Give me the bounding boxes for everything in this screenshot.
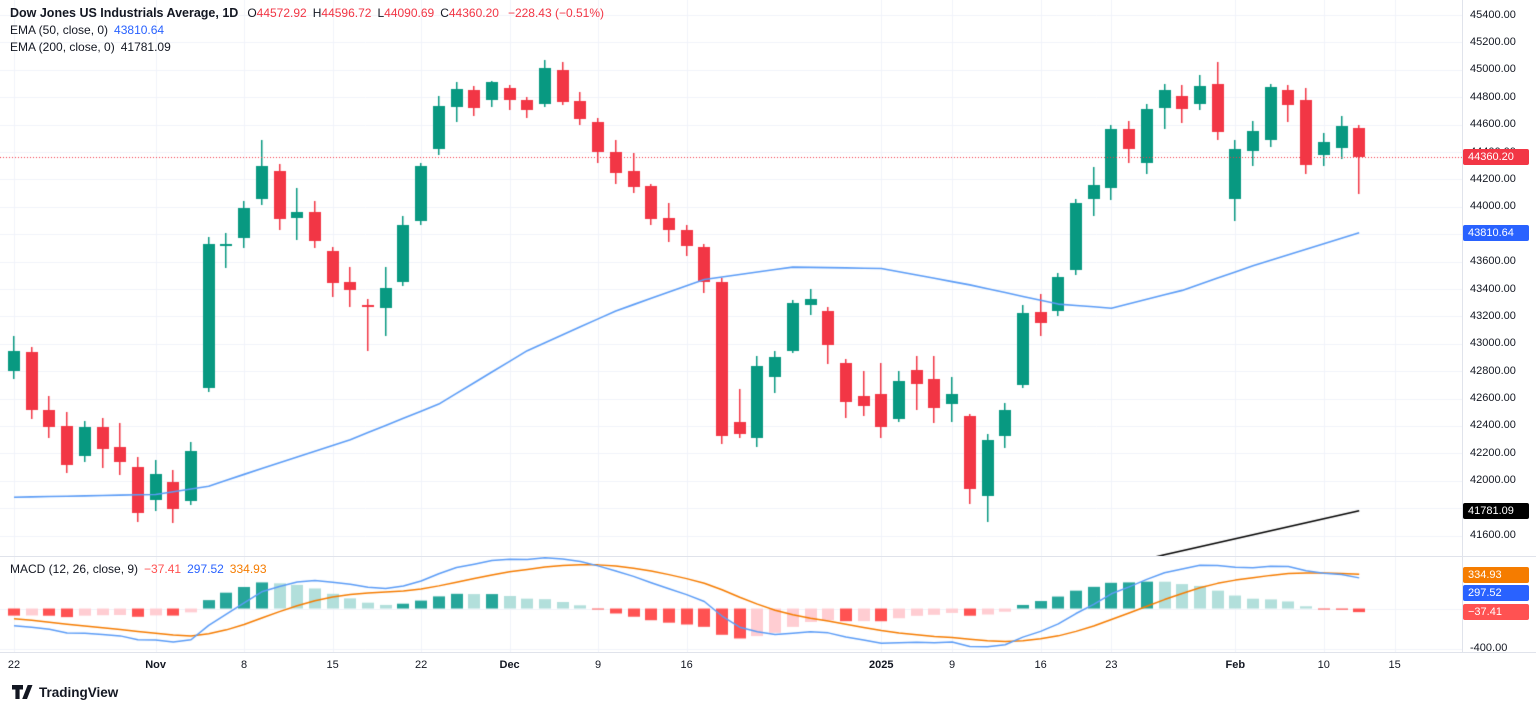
price-tick-label: 45000.00: [1470, 63, 1516, 76]
time-tick-label[interactable]: 10: [1317, 659, 1330, 671]
open-pair: O44572.92: [247, 5, 306, 22]
symbol-title[interactable]: Dow Jones US Industrials Average, 1D: [10, 6, 239, 20]
price-tick-label: 44800.00: [1470, 90, 1516, 103]
ema200-value: 41781.09: [120, 40, 171, 54]
time-tick-label[interactable]: Nov: [145, 659, 166, 671]
price-axis[interactable]: 45400.00 45200.00 45000.00 44800.00 44600.00…: [1462, 0, 1536, 655]
open-label: O: [247, 6, 257, 20]
ema50-label[interactable]: EMA (50, close, 0): [10, 23, 109, 37]
time-tick-label[interactable]: 16: [680, 659, 693, 671]
close-price-badge: 44360.20: [1463, 149, 1529, 166]
price-tick-label: 43600.00: [1470, 255, 1516, 268]
symbol-legend-row: Dow Jones US Industrials Average, 1D O44…: [10, 5, 604, 22]
time-axis[interactable]: 22 Nov 8 15 22 Dec 9 16 2025 9 16 23 Feb 10 15: [0, 652, 1536, 681]
ema50-price-badge: 43810.64: [1463, 224, 1529, 241]
ema50-legend-row: EMA (50, close, 0) 43810.64: [10, 22, 604, 39]
tradingview-brand-text: TradingView: [39, 685, 119, 700]
price-tick-label: 42800.00: [1470, 364, 1516, 377]
high-value: 44596.72: [321, 6, 372, 20]
time-tick-label[interactable]: 23: [1105, 659, 1118, 671]
price-tick-label: 42200.00: [1470, 446, 1516, 459]
macd-legend: MACD (12, 26, close, 9) −37.41 297.52 33…: [10, 561, 267, 578]
macd-hist-value: −37.41: [144, 562, 182, 576]
time-tick-label[interactable]: 9: [949, 659, 956, 671]
ema50-value: 43810.64: [114, 23, 165, 37]
time-tick-label[interactable]: 15: [326, 659, 339, 671]
price-tick-label: 45200.00: [1470, 35, 1516, 48]
price-tick-label: 42000.00: [1470, 474, 1516, 487]
time-tick-label[interactable]: 15: [1388, 659, 1401, 671]
price-tick-label: 42400.00: [1470, 419, 1516, 432]
macd-label[interactable]: MACD (12, 26, close, 9): [10, 562, 139, 576]
price-tick-label: 43000.00: [1470, 337, 1516, 350]
price-tick-label: -400.00: [1470, 642, 1508, 655]
macd-legend-row: MACD (12, 26, close, 9) −37.41 297.52 33…: [10, 561, 267, 578]
time-tick-label[interactable]: 9: [595, 659, 602, 671]
tradingview-attribution[interactable]: TradingView: [12, 685, 118, 700]
pane-separator[interactable]: [0, 556, 1536, 557]
price-chart-canvas[interactable]: [0, 0, 1462, 652]
close-value: 44360.20: [448, 6, 499, 20]
change-value: −228.43 (−0.51%): [507, 6, 605, 20]
macd-hist-badge: −37.41: [1463, 604, 1529, 621]
macd-line-value: 297.52: [187, 562, 224, 576]
close-label: C: [440, 6, 449, 20]
price-tick-label: 41600.00: [1470, 529, 1516, 542]
macd-signal-badge: 334.93: [1463, 566, 1529, 583]
time-tick-label[interactable]: 2025: [869, 659, 894, 671]
time-tick-label[interactable]: Feb: [1225, 659, 1246, 671]
macd-signal-value: 334.93: [229, 562, 267, 576]
time-tick-label[interactable]: 16: [1034, 659, 1047, 671]
ema200-price-badge: 41781.09: [1463, 502, 1529, 519]
time-tick-label[interactable]: 22: [7, 659, 21, 671]
macd-line-badge: 297.52: [1463, 584, 1529, 601]
price-tick-label: 44200.00: [1470, 172, 1516, 185]
low-label: L: [377, 6, 385, 20]
open-value: 44572.92: [256, 6, 307, 20]
low-value: 44090.69: [384, 6, 435, 20]
price-tick-label: 43200.00: [1470, 309, 1516, 322]
high-label: H: [312, 6, 322, 20]
price-tick-label: 45400.00: [1470, 8, 1516, 21]
price-tick-label: 44000.00: [1470, 200, 1516, 213]
time-tick-label[interactable]: 8: [241, 659, 248, 671]
time-tick-label[interactable]: 22: [414, 659, 428, 671]
price-tick-label: 44600.00: [1470, 118, 1516, 131]
tradingview-logo-icon: [12, 685, 33, 699]
time-tick-label[interactable]: Dec: [499, 659, 520, 671]
ema200-legend-row: EMA (200, close, 0) 41781.09: [10, 39, 604, 56]
low-pair: L44090.69: [377, 5, 434, 22]
price-tick-label: 42600.00: [1470, 392, 1516, 405]
price-tick-label: 43400.00: [1470, 282, 1516, 295]
chart-legend: Dow Jones US Industrials Average, 1D O44…: [10, 5, 604, 56]
high-pair: H44596.72: [313, 5, 372, 22]
ema200-label[interactable]: EMA (200, close, 0): [10, 40, 115, 54]
close-pair: C44360.20: [440, 5, 499, 22]
